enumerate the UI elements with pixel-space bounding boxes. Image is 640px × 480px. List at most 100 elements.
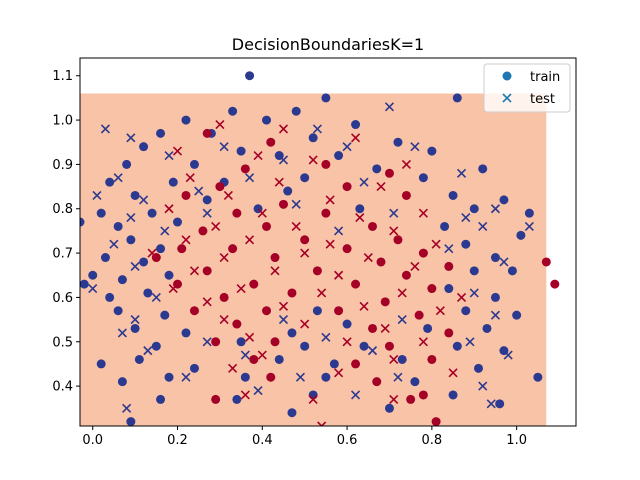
test-point [465,337,475,347]
train-point [512,310,522,320]
test-point [342,142,352,152]
legend-marker-train [502,71,512,81]
train-point [232,208,242,218]
train-point [126,235,136,245]
x-tick-label: 0.0 [82,433,103,448]
train-point [147,208,157,218]
test-point [117,328,127,338]
train-point [160,310,170,320]
test-point [380,323,390,334]
test-point [334,368,344,378]
test-point [312,124,322,134]
test-point [257,350,267,360]
test-point [160,226,170,236]
test-point [100,124,111,134]
train-point [240,164,250,174]
train-point [113,221,123,231]
train-point [287,288,297,298]
test-point [278,301,289,311]
test-point [253,385,263,396]
train-point [495,399,505,409]
test-point [270,266,280,276]
test-point [147,248,157,258]
legend-label-test: test [530,92,555,107]
train-point [122,159,132,169]
train-point [541,257,551,267]
test-point [185,173,195,183]
train-point [139,142,149,152]
test-point [126,213,136,223]
train-point [469,204,479,214]
train-point [342,244,352,254]
test-point [92,190,102,201]
train-point [181,115,191,125]
x-tick-label: 1.0 [506,433,527,448]
train-point [507,266,517,276]
y-tick-label: 0.7 [52,247,73,262]
test-point [401,159,411,169]
train-point [401,190,411,200]
train-point [397,354,407,364]
test-point [389,354,399,365]
train-point [202,128,212,138]
x-tick-label: 0.4 [252,433,273,448]
test-point [444,244,454,254]
train-point [351,120,361,130]
train-point [359,341,369,351]
train-point [228,244,238,254]
train-point [198,226,208,236]
train-point [452,93,462,103]
test-point [431,239,441,249]
legend-label-train: train [530,70,560,85]
train-point [321,372,331,382]
test-point [389,394,399,404]
train-point [262,115,272,125]
train-point [355,204,365,214]
train-point [308,133,318,143]
train-point [211,394,221,404]
train-point [516,230,526,240]
train-point [88,270,98,280]
train-point [287,328,297,338]
test-point [181,372,191,382]
train-point [482,323,492,333]
train-point [245,71,255,81]
train-point [312,306,322,316]
train-point [266,372,276,382]
train-point [168,177,178,187]
test-point [139,195,149,205]
test-point [219,252,229,263]
test-point [122,403,132,413]
test-point [367,346,378,356]
y-tick-label: 0.6 [52,291,73,306]
test-point [291,199,301,209]
test-point [151,292,161,302]
train-point [380,297,390,307]
train-point [490,292,500,302]
test-point [113,173,123,183]
test-point [350,133,361,143]
train-point [211,337,221,347]
test-point [317,421,327,426]
train-point [270,337,280,347]
test-point [397,288,407,298]
y-tick-label: 0.9 [52,158,73,173]
test-point [253,150,263,161]
train-point [384,341,394,351]
train-point [189,159,199,169]
test-point [384,102,395,112]
train-point [300,341,310,351]
train-point [406,394,416,404]
train-point [431,417,441,426]
train-point [440,221,450,231]
train-point [448,190,458,200]
train-point [312,266,322,276]
test-point [88,283,98,294]
chart-title: DecisionBoundariesK=1 [232,35,424,54]
test-point [486,399,496,409]
train-point [499,195,509,205]
train-point [100,253,110,263]
test-point [202,208,212,218]
train-point [202,266,212,276]
test-point [164,150,174,161]
